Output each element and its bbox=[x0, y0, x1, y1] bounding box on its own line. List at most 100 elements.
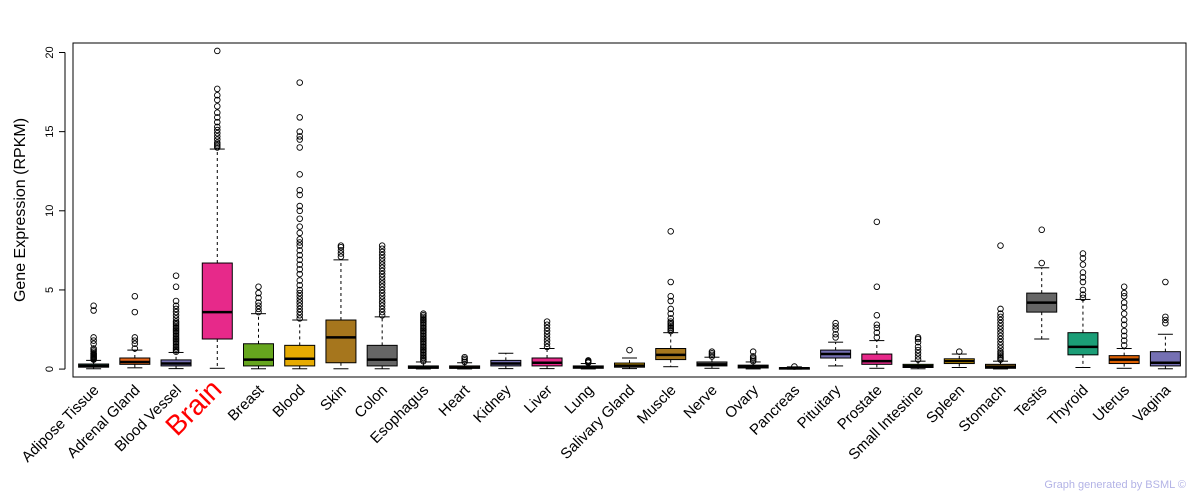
outlier-point bbox=[997, 335, 1004, 343]
outlier-point bbox=[296, 281, 303, 289]
outlier-point bbox=[1079, 255, 1087, 262]
outlier-point bbox=[543, 340, 551, 348]
outlier-point bbox=[997, 345, 1004, 352]
outlier-point bbox=[296, 223, 303, 230]
outlier-point bbox=[296, 308, 303, 316]
outlier-point bbox=[667, 278, 674, 286]
outlier-point bbox=[378, 264, 386, 272]
outlier-point bbox=[873, 324, 881, 332]
outlier-point bbox=[873, 283, 881, 291]
outlier-point bbox=[1120, 304, 1128, 311]
outlier-point bbox=[1079, 250, 1087, 257]
outlier-point bbox=[997, 316, 1004, 324]
outlier-point bbox=[873, 334, 881, 341]
outlier-point bbox=[214, 118, 221, 126]
outlier-point bbox=[378, 261, 386, 268]
outlier-point bbox=[296, 296, 303, 303]
outlier-point bbox=[543, 343, 551, 351]
outlier-point bbox=[131, 340, 139, 348]
outlier-point bbox=[90, 340, 97, 348]
category-label: Uterus bbox=[1090, 382, 1133, 425]
outlier-point bbox=[296, 239, 303, 246]
outlier-point bbox=[997, 348, 1004, 355]
outlier-point bbox=[172, 305, 180, 313]
outlier-point bbox=[296, 251, 303, 259]
outlier-point bbox=[997, 319, 1004, 327]
outlier-point bbox=[914, 350, 922, 357]
outlier-point bbox=[1120, 337, 1128, 344]
outlier-point bbox=[1120, 293, 1128, 300]
outlier-point bbox=[997, 305, 1004, 313]
outlier-point bbox=[296, 191, 303, 199]
outlier-point bbox=[131, 345, 139, 352]
outlier-point bbox=[543, 324, 551, 332]
outlier-point bbox=[832, 334, 839, 341]
y-tick-label: 15 bbox=[44, 126, 56, 138]
outlier-point bbox=[873, 321, 881, 329]
y-tick-label: 5 bbox=[44, 287, 56, 293]
outlier-point bbox=[667, 297, 674, 305]
outlier-point bbox=[172, 318, 180, 325]
category-label: Nerve bbox=[680, 382, 720, 422]
outlier-point bbox=[337, 250, 345, 257]
outlier-point bbox=[1120, 332, 1128, 340]
box bbox=[201, 262, 233, 340]
category-label: Liver bbox=[521, 382, 556, 417]
outlier-point bbox=[1120, 316, 1128, 324]
outlier-point bbox=[997, 242, 1004, 249]
outlier-point bbox=[378, 255, 386, 262]
outlier-point bbox=[667, 318, 674, 325]
outlier-point bbox=[378, 251, 386, 259]
outlier-point bbox=[214, 129, 221, 137]
outlier-point bbox=[255, 305, 262, 313]
outlier-point bbox=[378, 312, 386, 319]
outlier-point bbox=[214, 136, 221, 143]
outlier-point bbox=[255, 308, 262, 316]
outlier-point bbox=[131, 334, 139, 341]
outlier-point bbox=[296, 302, 303, 310]
outlier-point bbox=[131, 293, 139, 300]
outlier-point bbox=[296, 202, 303, 210]
outlier-point bbox=[337, 253, 345, 260]
outlier-point bbox=[255, 302, 262, 310]
y-tick-label: 10 bbox=[44, 205, 56, 217]
outlier-point bbox=[90, 334, 97, 341]
outlier-point bbox=[214, 139, 221, 146]
outlier-point bbox=[914, 343, 922, 351]
outlier-point bbox=[296, 236, 303, 243]
outlier-point bbox=[172, 272, 180, 279]
outlier-point bbox=[90, 337, 97, 344]
outlier-point bbox=[585, 357, 592, 364]
outlier-point bbox=[214, 96, 221, 104]
outlier-point bbox=[296, 171, 303, 178]
outlier-point bbox=[1120, 310, 1128, 317]
category-label: Skin bbox=[317, 382, 350, 415]
outlier-point bbox=[873, 312, 881, 319]
category-label: Heart bbox=[435, 381, 474, 420]
category-label: Thyroid bbox=[1044, 382, 1091, 429]
outlier-point bbox=[378, 248, 386, 256]
outlier-point bbox=[873, 218, 881, 226]
outlier-point bbox=[378, 296, 386, 303]
outlier-point bbox=[832, 323, 839, 330]
outlier-point bbox=[543, 327, 551, 335]
outlier-point bbox=[378, 302, 386, 310]
outlier-point bbox=[543, 337, 551, 344]
outlier-point bbox=[997, 332, 1004, 340]
outlier-point bbox=[378, 245, 386, 253]
outlier-point bbox=[296, 128, 303, 135]
outlier-point bbox=[296, 293, 303, 300]
outlier-point bbox=[378, 308, 386, 316]
outlier-point bbox=[378, 277, 386, 284]
box bbox=[861, 353, 893, 365]
outlier-point bbox=[296, 261, 303, 268]
outlier-point bbox=[1120, 299, 1128, 306]
outlier-point bbox=[708, 348, 716, 355]
outlier-point bbox=[296, 79, 303, 86]
outlier-point bbox=[296, 215, 303, 222]
outlier-point bbox=[296, 299, 303, 306]
outlier-point bbox=[1120, 289, 1128, 297]
outlier-point bbox=[90, 307, 97, 314]
outlier-point bbox=[214, 109, 221, 116]
outlier-point bbox=[1079, 278, 1087, 286]
